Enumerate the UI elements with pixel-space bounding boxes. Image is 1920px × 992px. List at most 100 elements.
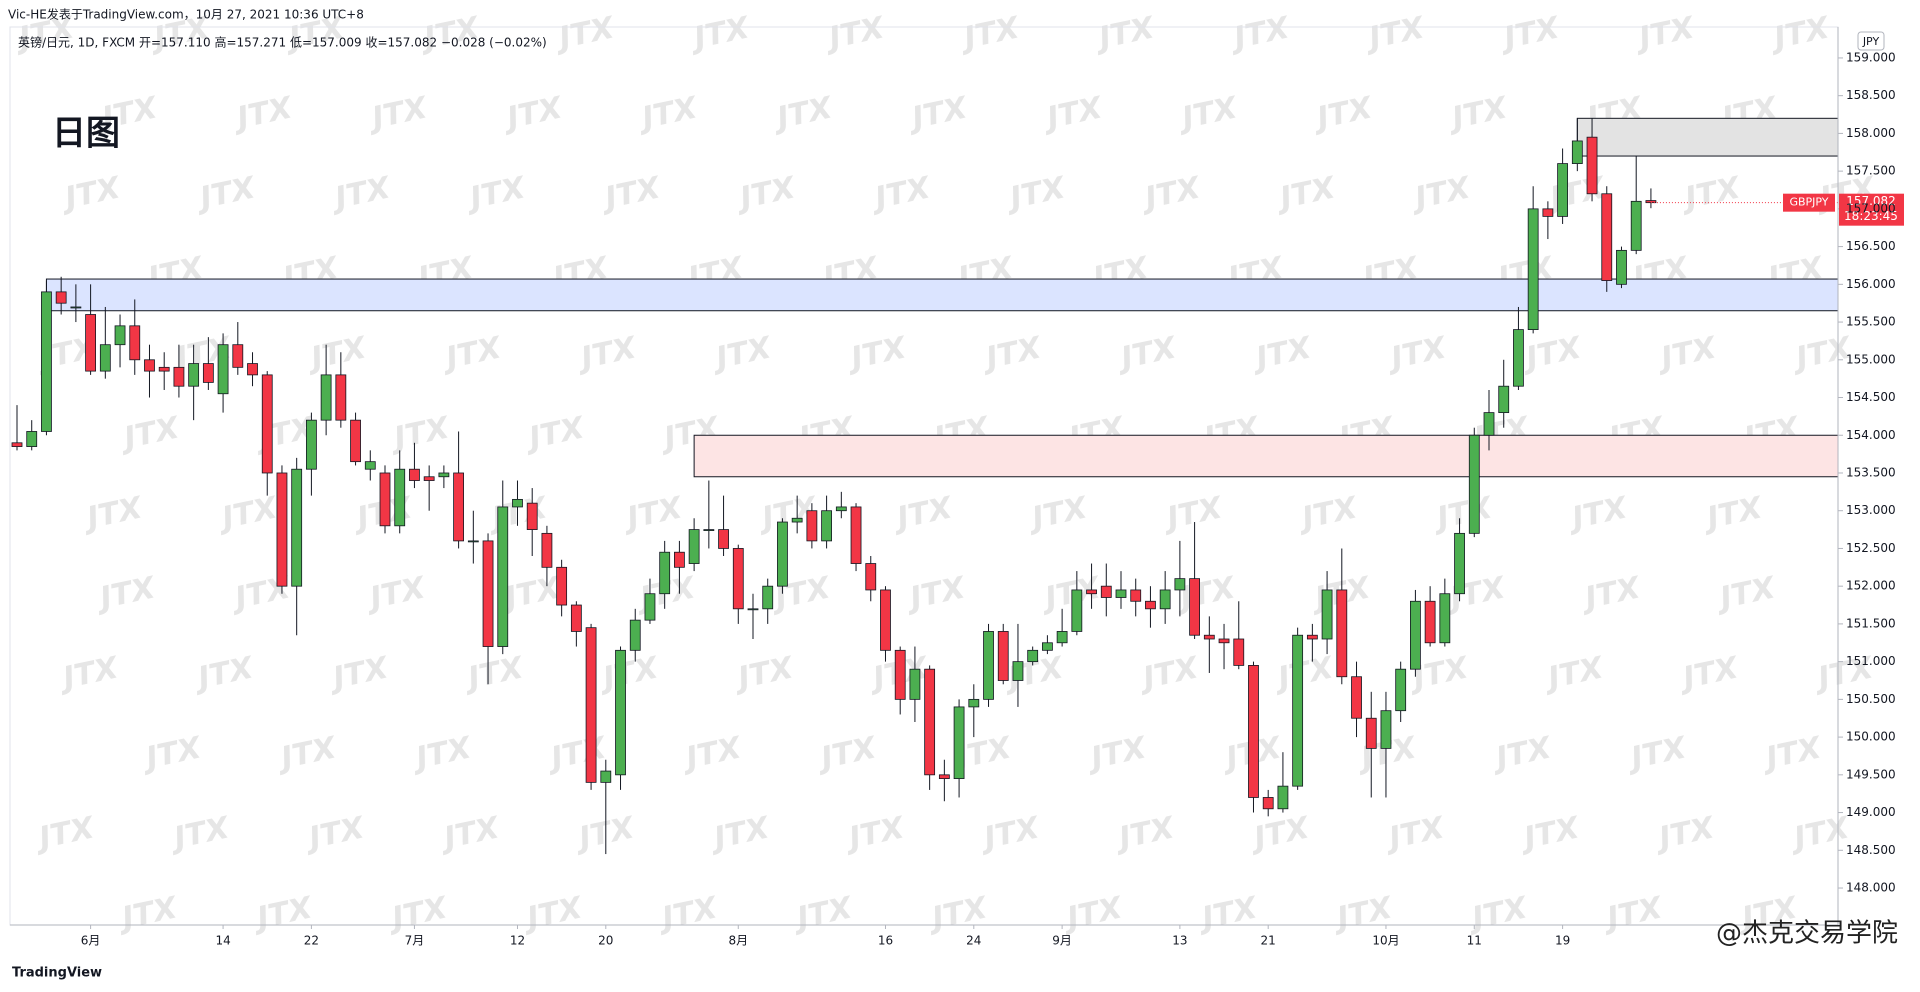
- candle-body: [26, 431, 38, 447]
- watermark: JTX: [364, 90, 432, 137]
- candle-body: [232, 344, 244, 368]
- candle-body: [129, 325, 141, 361]
- candle-body: [850, 506, 862, 564]
- y-tick-label: 158.500: [1846, 88, 1896, 102]
- watermark: JTX: [708, 330, 776, 377]
- y-tick-label: 150.000: [1846, 730, 1896, 744]
- watermark: JTX: [597, 170, 665, 217]
- candle-body: [865, 563, 877, 591]
- watermark: JTX: [1675, 650, 1743, 697]
- y-tick-label: 152.500: [1846, 541, 1896, 555]
- candle-body: [423, 476, 435, 481]
- price-tag-box: [1839, 193, 1904, 226]
- candle-body: [173, 366, 185, 387]
- watermark: JTX: [462, 170, 530, 217]
- watermark: JTX: [92, 570, 160, 617]
- watermark: JTX: [978, 330, 1046, 377]
- candle-body: [247, 363, 258, 376]
- watermark: JTX: [229, 90, 297, 137]
- candle-body: [482, 540, 494, 647]
- candle-body: [1630, 200, 1642, 251]
- watermark: JTX: [1651, 810, 1719, 857]
- watermark: JTX: [789, 890, 857, 937]
- candle-body: [497, 506, 509, 647]
- zone: [1576, 117, 1839, 157]
- watermark: JTX: [1024, 490, 1092, 537]
- watermark: JTX: [1516, 810, 1584, 857]
- candle-body: [600, 770, 612, 783]
- watermark: JTX: [678, 730, 746, 777]
- watermark: JTX: [1518, 330, 1586, 377]
- candle-body: [1454, 532, 1465, 595]
- candle-body: [1189, 578, 1200, 636]
- watermark: JTX: [138, 730, 206, 777]
- candle-body: [55, 291, 67, 304]
- y-tick-label: 154.000: [1846, 428, 1896, 442]
- watermark: JTX: [1653, 330, 1721, 377]
- watermark: JTX: [573, 330, 641, 377]
- watermark: JTX: [192, 170, 260, 217]
- candle-body: [512, 498, 523, 508]
- currency: JPY: [1862, 35, 1880, 48]
- candle-body: [114, 325, 126, 346]
- candle-body: [762, 585, 774, 610]
- watermark: JTX: [301, 810, 369, 857]
- watermark: JTX: [619, 490, 687, 537]
- candle-body: [291, 468, 303, 587]
- candle-body: [85, 314, 96, 372]
- candle-body: [615, 649, 626, 776]
- candle-body: [953, 706, 965, 780]
- watermark: JTX: [730, 650, 798, 697]
- candle-body: [1424, 600, 1436, 644]
- candle-body: [541, 532, 553, 568]
- watermark: JTX: [841, 810, 909, 857]
- x-tick-label: 11: [1467, 934, 1482, 948]
- brand: TradingView: [12, 966, 102, 981]
- watermark: JTX: [595, 650, 663, 697]
- watermark: JTX: [904, 90, 972, 137]
- candle-body: [674, 551, 685, 568]
- y-tick-label: 159.000: [1846, 50, 1896, 64]
- y-tick-label: 155.500: [1846, 315, 1896, 329]
- watermark: JTX: [214, 490, 282, 537]
- watermark: JTX: [1111, 810, 1179, 857]
- y-tick-label: 150.500: [1846, 692, 1896, 706]
- watermark: JTX: [1599, 890, 1667, 937]
- watermark: JTX: [273, 730, 341, 777]
- candle-body: [1174, 578, 1186, 591]
- candle-body: [1248, 665, 1259, 798]
- byline: Vic-HE发表于TradingView.com，10月 27, 2021 10…: [8, 7, 364, 22]
- watermark: JTX: [303, 330, 371, 377]
- candle-body: [1571, 140, 1583, 164]
- candle-body: [158, 366, 170, 372]
- watermark: JTX: [956, 10, 1024, 57]
- watermark: JTX: [1577, 570, 1645, 617]
- watermark: JTX: [1294, 490, 1362, 537]
- price-tag-countdown: 18:23:45: [1844, 209, 1898, 223]
- watermark: JTX: [1135, 650, 1203, 697]
- candle-body: [305, 419, 317, 470]
- watermark: JTX: [57, 170, 125, 217]
- watermark: JTX: [1786, 810, 1854, 857]
- candle-body: [1292, 634, 1304, 787]
- y-tick-label: 154.500: [1846, 390, 1896, 404]
- y-tick-label: 153.500: [1846, 465, 1896, 479]
- watermark: JTX: [416, 10, 484, 57]
- candle-body: [777, 521, 788, 587]
- watermark: JTX: [1712, 570, 1780, 617]
- x-tick-label: 6月: [81, 934, 101, 948]
- watermark: JTX: [1383, 330, 1451, 377]
- x-tick-label: 10月: [1372, 934, 1399, 948]
- candle-body: [438, 472, 450, 478]
- candle-body: [364, 461, 376, 470]
- watermark: JTX: [1272, 170, 1340, 217]
- watermark: JTX: [55, 650, 123, 697]
- candle-body: [11, 442, 23, 447]
- candle-body: [1233, 638, 1245, 666]
- candle-body: [1277, 785, 1289, 810]
- candle-body: [791, 517, 803, 523]
- candle-body: [806, 510, 818, 542]
- candle-body: [70, 306, 82, 309]
- watermark: JTX: [386, 410, 454, 457]
- watermark: JTX: [1564, 490, 1632, 537]
